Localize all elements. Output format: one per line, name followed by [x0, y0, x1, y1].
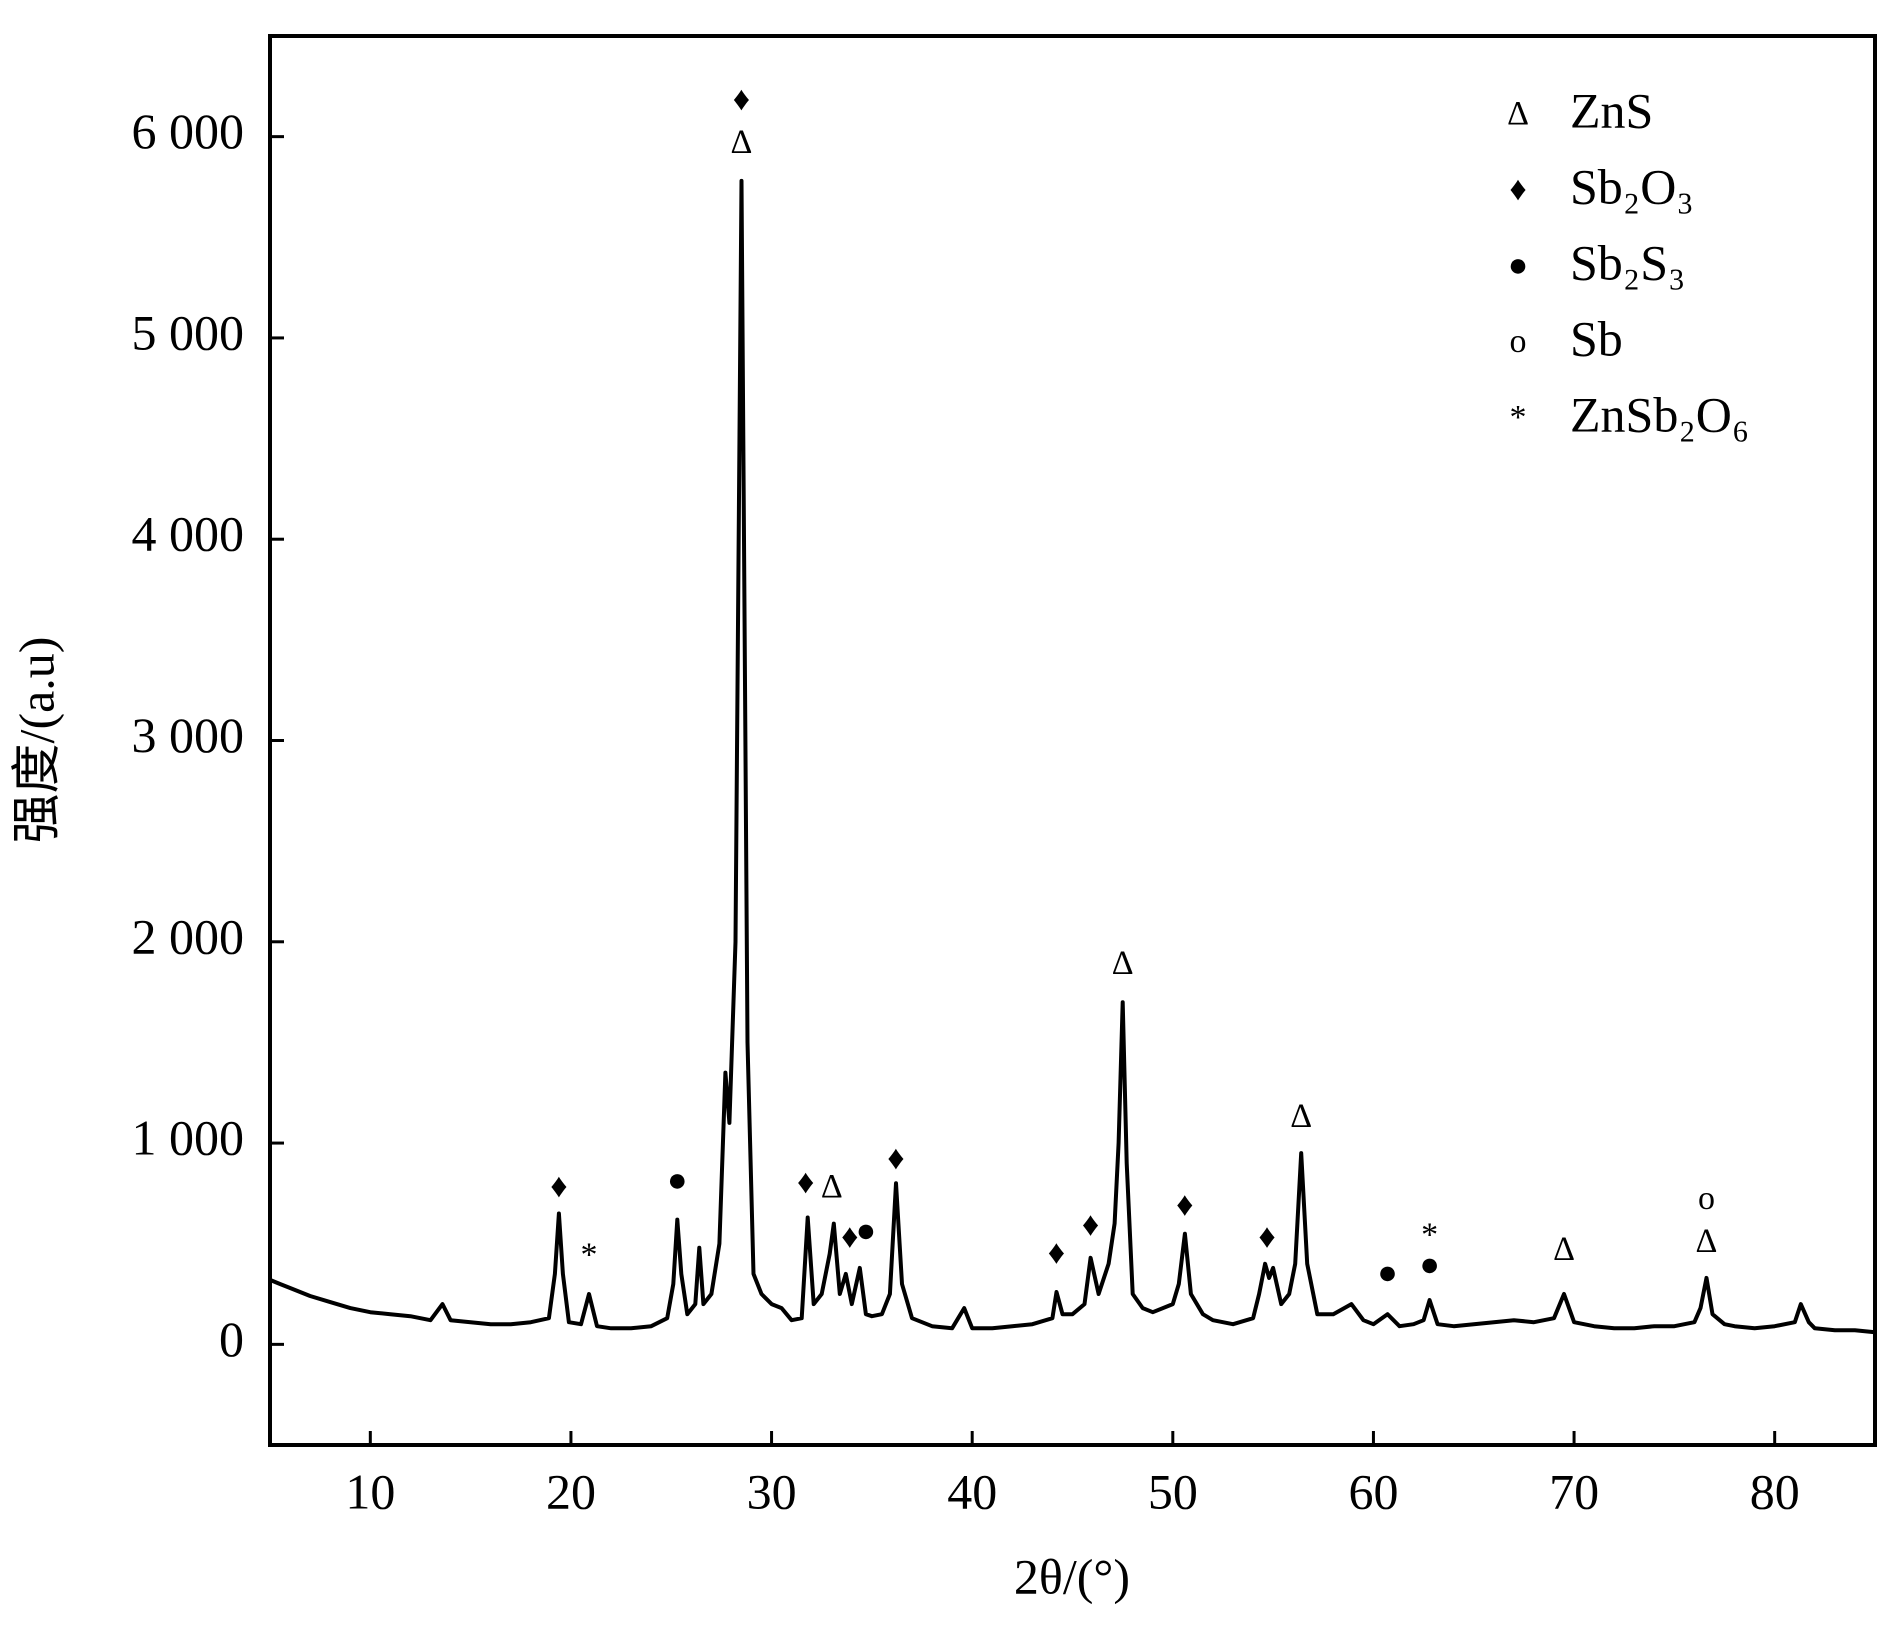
peak-marker: Δ [1112, 945, 1134, 982]
y-tick-label: 5 000 [132, 304, 245, 360]
peak-marker: Δ [731, 123, 753, 160]
legend-symbol: o [1510, 323, 1527, 360]
y-tick-label: 1 000 [132, 1110, 245, 1166]
peak-marker: Δ [821, 1168, 843, 1205]
y-axis-label: 强度/(a.u) [8, 637, 64, 844]
y-tick-label: 3 000 [132, 707, 245, 763]
peak-marker: Δ [1696, 1223, 1718, 1260]
x-tick-label: 50 [1148, 1463, 1198, 1519]
y-tick-label: 0 [219, 1311, 244, 1367]
peak-marker: ♦ [797, 1164, 814, 1201]
legend-symbol: ● [1508, 247, 1529, 284]
peak-marker: ♦ [1048, 1235, 1065, 1272]
peak-marker: ♦ [1258, 1218, 1275, 1255]
peak-marker: o [1698, 1180, 1715, 1217]
legend-symbol: Δ [1507, 95, 1529, 132]
legend-symbol: ♦ [1509, 171, 1526, 208]
y-tick-label: 6 000 [132, 103, 245, 159]
peak-marker: Δ [1290, 1098, 1312, 1135]
peak-marker: ♦ [550, 1168, 567, 1205]
x-tick-label: 70 [1549, 1463, 1599, 1519]
x-tick-label: 60 [1348, 1463, 1398, 1519]
legend-label: Sb [1570, 310, 1623, 366]
peak-marker: ● [667, 1162, 688, 1199]
legend-label: Sb₂O₃ [1570, 158, 1694, 214]
x-tick-label: 30 [747, 1463, 797, 1519]
legend-label: Sb₂S₃ [1570, 234, 1685, 290]
peak-marker: ● [1419, 1247, 1440, 1284]
peak-marker: ♦ [1176, 1186, 1193, 1223]
x-tick-label: 40 [947, 1463, 997, 1519]
y-tick-label: 4 000 [132, 506, 245, 562]
legend-label: ZnS [1570, 82, 1653, 138]
peak-marker: Δ [1553, 1231, 1575, 1268]
x-tick-label: 10 [345, 1463, 395, 1519]
plot-frame [268, 34, 1877, 1447]
peak-marker: * [580, 1237, 597, 1274]
x-axis-label: 2θ/(°) [1014, 1548, 1130, 1604]
peak-marker: ♦ [733, 81, 750, 118]
peak-marker: ♦ [841, 1218, 858, 1255]
peak-marker: ♦ [887, 1140, 904, 1177]
peak-marker: ● [1377, 1255, 1398, 1292]
x-tick-label: 80 [1750, 1463, 1800, 1519]
peak-marker: * [1421, 1216, 1438, 1253]
y-tick-label: 2 000 [132, 908, 245, 964]
x-tick-label: 20 [546, 1463, 596, 1519]
legend-symbol: * [1510, 399, 1527, 436]
peak-marker: ● [856, 1212, 877, 1249]
xrd-line [269, 178, 1876, 1335]
peak-marker: ♦ [1082, 1206, 1099, 1243]
legend-label: ZnSb₂O₆ [1570, 386, 1749, 442]
